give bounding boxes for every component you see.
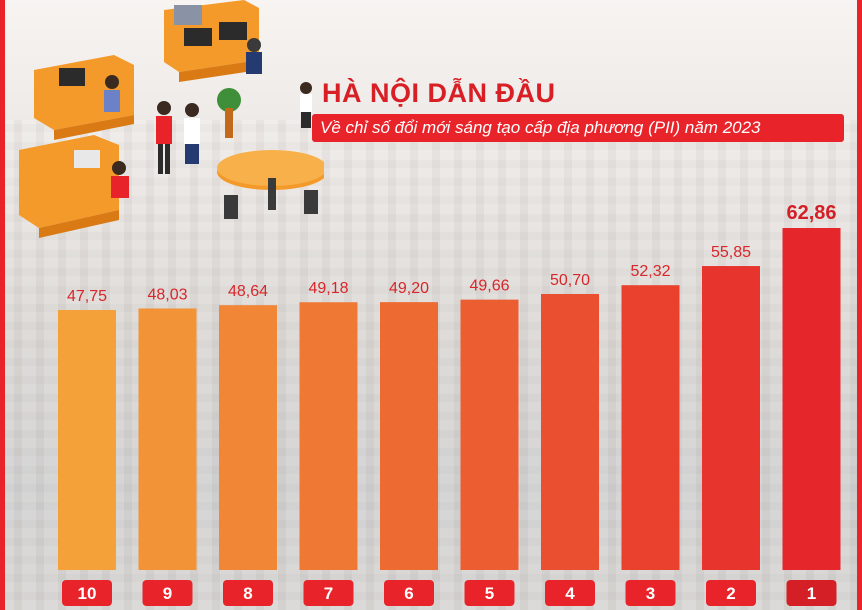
rank-label: 6 bbox=[404, 584, 413, 603]
rank-badge bbox=[786, 580, 837, 606]
rank-label: 8 bbox=[243, 584, 252, 603]
rank-badge bbox=[303, 580, 354, 606]
rank-badge bbox=[464, 580, 515, 606]
rank-label: 3 bbox=[646, 584, 655, 603]
rank-label: 2 bbox=[726, 584, 735, 603]
rank-label: 4 bbox=[565, 584, 575, 603]
rank-label: 7 bbox=[324, 584, 333, 603]
rank-label: 1 bbox=[807, 584, 816, 603]
bar-rank-2 bbox=[702, 266, 760, 570]
bar-rank-4 bbox=[541, 293, 599, 570]
bar-rank-9 bbox=[138, 308, 197, 570]
bar-rank-5 bbox=[460, 299, 519, 570]
rank-badge bbox=[545, 580, 595, 606]
rank-badge bbox=[142, 580, 193, 606]
value-label: 49,18 bbox=[308, 280, 348, 297]
value-label: 49,66 bbox=[469, 278, 509, 295]
value-label: 50,70 bbox=[550, 272, 590, 289]
value-label: 47,75 bbox=[67, 288, 107, 305]
left-border-stripe bbox=[0, 0, 5, 610]
rank-label: 5 bbox=[485, 584, 494, 603]
rank-badge bbox=[384, 580, 434, 606]
value-label: 55,85 bbox=[711, 244, 751, 261]
rank-badge bbox=[625, 580, 676, 606]
value-label: 62,86 bbox=[786, 202, 836, 224]
rank-badge bbox=[223, 580, 273, 606]
bar-rank-7 bbox=[299, 302, 358, 570]
value-label: 49,20 bbox=[389, 280, 429, 297]
rank-label: 9 bbox=[163, 584, 172, 603]
bar-rank-8 bbox=[219, 305, 277, 570]
value-label: 48,64 bbox=[228, 283, 268, 300]
bar-rank-1 bbox=[782, 228, 841, 570]
bar-rank-3 bbox=[621, 285, 680, 570]
value-label: 52,32 bbox=[630, 263, 670, 280]
office-workers-illustration bbox=[19, 0, 324, 238]
rank-label: 10 bbox=[78, 584, 97, 603]
bar-rank-10 bbox=[58, 310, 116, 570]
rank-badge bbox=[62, 580, 112, 606]
rank-badge bbox=[706, 580, 756, 606]
page-title: HÀ NỘI DẪN ĐẦU bbox=[322, 78, 556, 108]
page-subtitle: Về chỉ số đổi mới sáng tạo cấp địa phươn… bbox=[312, 114, 844, 142]
value-label: 48,03 bbox=[147, 286, 187, 303]
bar-rank-6 bbox=[380, 302, 438, 570]
right-border-stripe bbox=[857, 0, 862, 610]
